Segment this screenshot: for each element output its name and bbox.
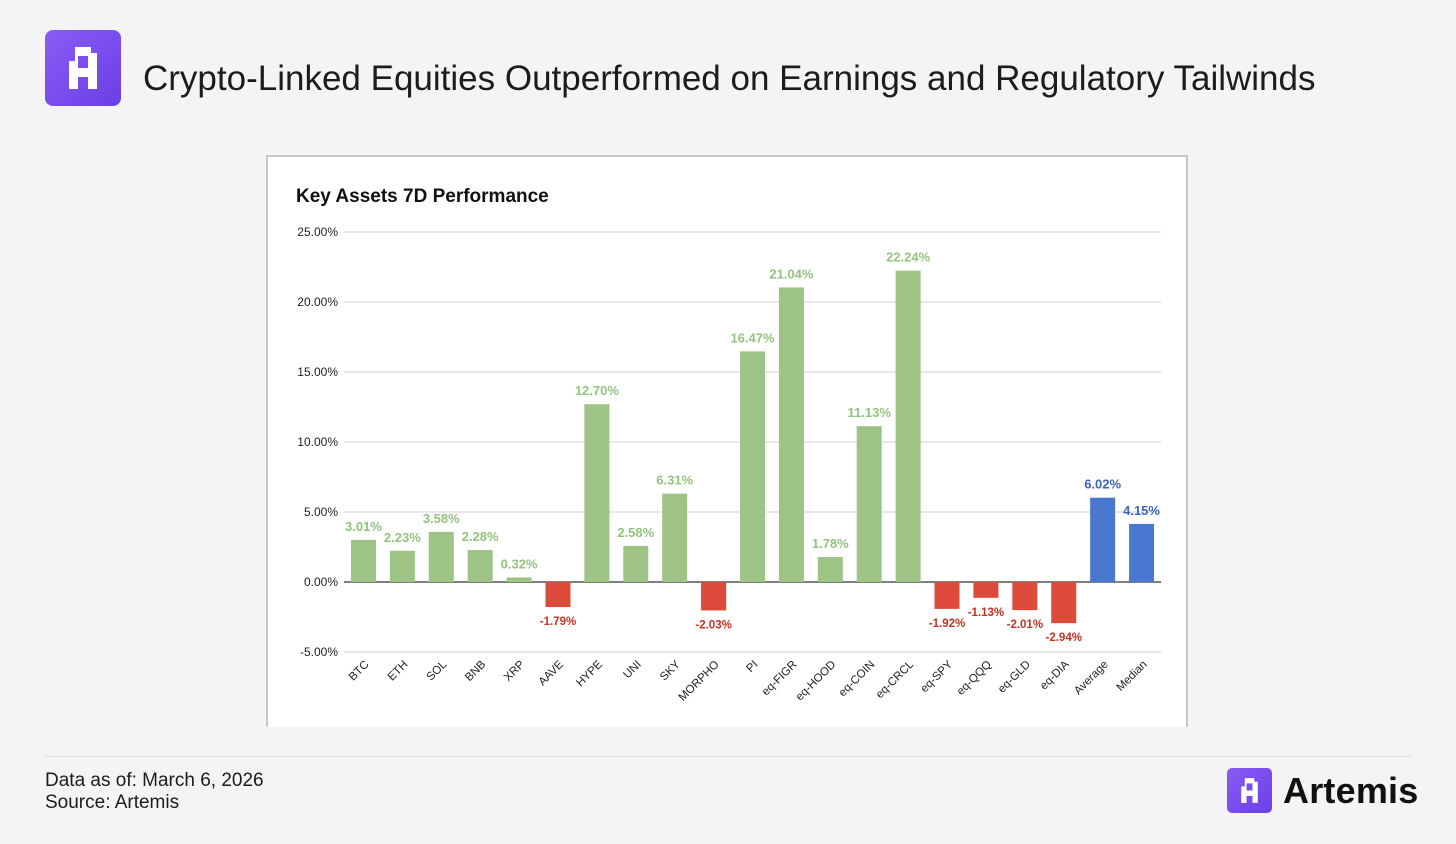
data-label: 2.58% bbox=[617, 525, 654, 540]
y-tick-label: 10.00% bbox=[297, 435, 338, 449]
data-label: 12.70% bbox=[575, 383, 620, 398]
data-label: -2.03% bbox=[695, 619, 731, 631]
bar-pi bbox=[740, 351, 765, 582]
data-label: 1.78% bbox=[812, 536, 849, 551]
chart-card: Key Assets 7D Performance -5.00% 0.00% 5.0… bbox=[266, 155, 1188, 727]
bar-uni bbox=[623, 545, 649, 582]
bar-bnb bbox=[467, 550, 493, 582]
data-label: 16.47% bbox=[730, 330, 775, 345]
brand-name: Artemis bbox=[1283, 770, 1419, 811]
data-labels: 3.01%2.23%3.58%2.28%0.32% -1.79% 12.70% 2.5… bbox=[345, 250, 1160, 645]
bar-eq-spy bbox=[934, 582, 960, 609]
data-label: 3.58% bbox=[423, 511, 460, 526]
bar-hype bbox=[584, 404, 610, 582]
bar-sol bbox=[428, 531, 454, 582]
bar-eth bbox=[389, 550, 415, 582]
y-tick-label: 25.00% bbox=[297, 225, 338, 239]
data-label: 11.13% bbox=[848, 405, 892, 420]
x-tick-label: eq-SPY bbox=[919, 658, 956, 695]
chart-title: Key Assets 7D Performance bbox=[296, 186, 549, 207]
bar-aave bbox=[545, 582, 571, 608]
x-tick-label: AAVE bbox=[537, 658, 567, 688]
x-tick-label: eq-CRCL bbox=[874, 658, 917, 701]
x-tick-label: SKY bbox=[658, 658, 683, 683]
data-label: 4.15% bbox=[1123, 503, 1160, 518]
data-label: 3.01% bbox=[345, 519, 382, 534]
data-label: 22.24% bbox=[886, 250, 931, 265]
bar-sky bbox=[662, 493, 688, 582]
x-tick-label: eq-COIN bbox=[837, 659, 878, 700]
bar-xrp bbox=[506, 577, 532, 582]
x-tick-label: Median bbox=[1115, 659, 1150, 694]
artemis-logo-icon bbox=[1227, 768, 1272, 813]
y-tick-label: 5.00% bbox=[304, 505, 338, 519]
y-tick-label: 15.00% bbox=[297, 365, 338, 379]
x-tick-label: Average bbox=[1072, 659, 1111, 698]
x-tick-label: ETH bbox=[386, 659, 411, 684]
x-tick-label: eq-FIGR bbox=[760, 659, 800, 699]
data-label: 0.32% bbox=[501, 557, 538, 572]
data-label: 2.28% bbox=[462, 529, 499, 544]
x-tick-label: eq-QQQ bbox=[955, 659, 994, 698]
bar-eq-gld bbox=[1012, 582, 1038, 611]
x-tick-label: HYPE bbox=[574, 658, 605, 689]
x-tick-label: SOL bbox=[425, 658, 450, 683]
y-tick-label: -5.00% bbox=[300, 645, 338, 659]
bar-morpho bbox=[701, 582, 727, 611]
data-label: -1.13% bbox=[968, 607, 1004, 619]
artemis-logo-glyph bbox=[69, 47, 97, 89]
data-source: Source: Artemis bbox=[45, 792, 180, 813]
page-title: Crypto-Linked Equities Outperformed on E… bbox=[143, 59, 1316, 99]
footer-divider bbox=[45, 756, 1411, 757]
y-tick-label: 20.00% bbox=[297, 295, 338, 309]
bar-chart: Key Assets 7D Performance -5.00% 0.00% 5.0… bbox=[296, 186, 1161, 704]
x-tick-label: MORPHO bbox=[677, 659, 722, 704]
bar-eq-dia bbox=[1051, 582, 1077, 624]
data-label: 21.04% bbox=[769, 266, 814, 281]
bar-median bbox=[1129, 523, 1155, 582]
data-label: -2.94% bbox=[1046, 632, 1082, 644]
y-axis-ticks: -5.00% 0.00% 5.00% 10.00% 15.00% 20.00% 25.00% bbox=[297, 225, 338, 659]
bar-eq-hood bbox=[817, 557, 843, 582]
artemis-logo-icon bbox=[45, 30, 121, 106]
data-label: 6.02% bbox=[1084, 477, 1121, 492]
x-tick-label: XRP bbox=[502, 658, 527, 683]
data-label: -1.79% bbox=[540, 616, 576, 628]
data-date: Data as of: March 6, 2026 bbox=[45, 770, 264, 791]
y-tick-label: 0.00% bbox=[304, 575, 338, 589]
x-tick-label: eq-GLD bbox=[996, 659, 1033, 696]
x-tick-label: PI bbox=[744, 659, 760, 675]
bar-eq-qqq bbox=[973, 582, 999, 598]
data-label: -2.01% bbox=[1007, 619, 1043, 631]
bar-btc bbox=[350, 539, 376, 582]
bar-eq-crcl bbox=[895, 270, 921, 582]
bars bbox=[350, 270, 1155, 624]
bar-eq-coin bbox=[856, 426, 882, 582]
x-tick-label: BNB bbox=[463, 658, 488, 683]
x-tick-label: UNI bbox=[621, 659, 643, 681]
x-tick-label: BTC bbox=[347, 659, 372, 684]
data-label: 6.31% bbox=[656, 473, 693, 488]
data-label: 2.23% bbox=[384, 530, 421, 545]
bar-average bbox=[1090, 497, 1116, 582]
x-tick-label: eq-HOOD bbox=[794, 659, 839, 704]
bar-eq-figr bbox=[778, 287, 804, 582]
data-label: -1.92% bbox=[929, 618, 965, 630]
x-tick-label: eq-DIA bbox=[1038, 658, 1072, 692]
artemis-logo-glyph bbox=[1241, 778, 1258, 803]
